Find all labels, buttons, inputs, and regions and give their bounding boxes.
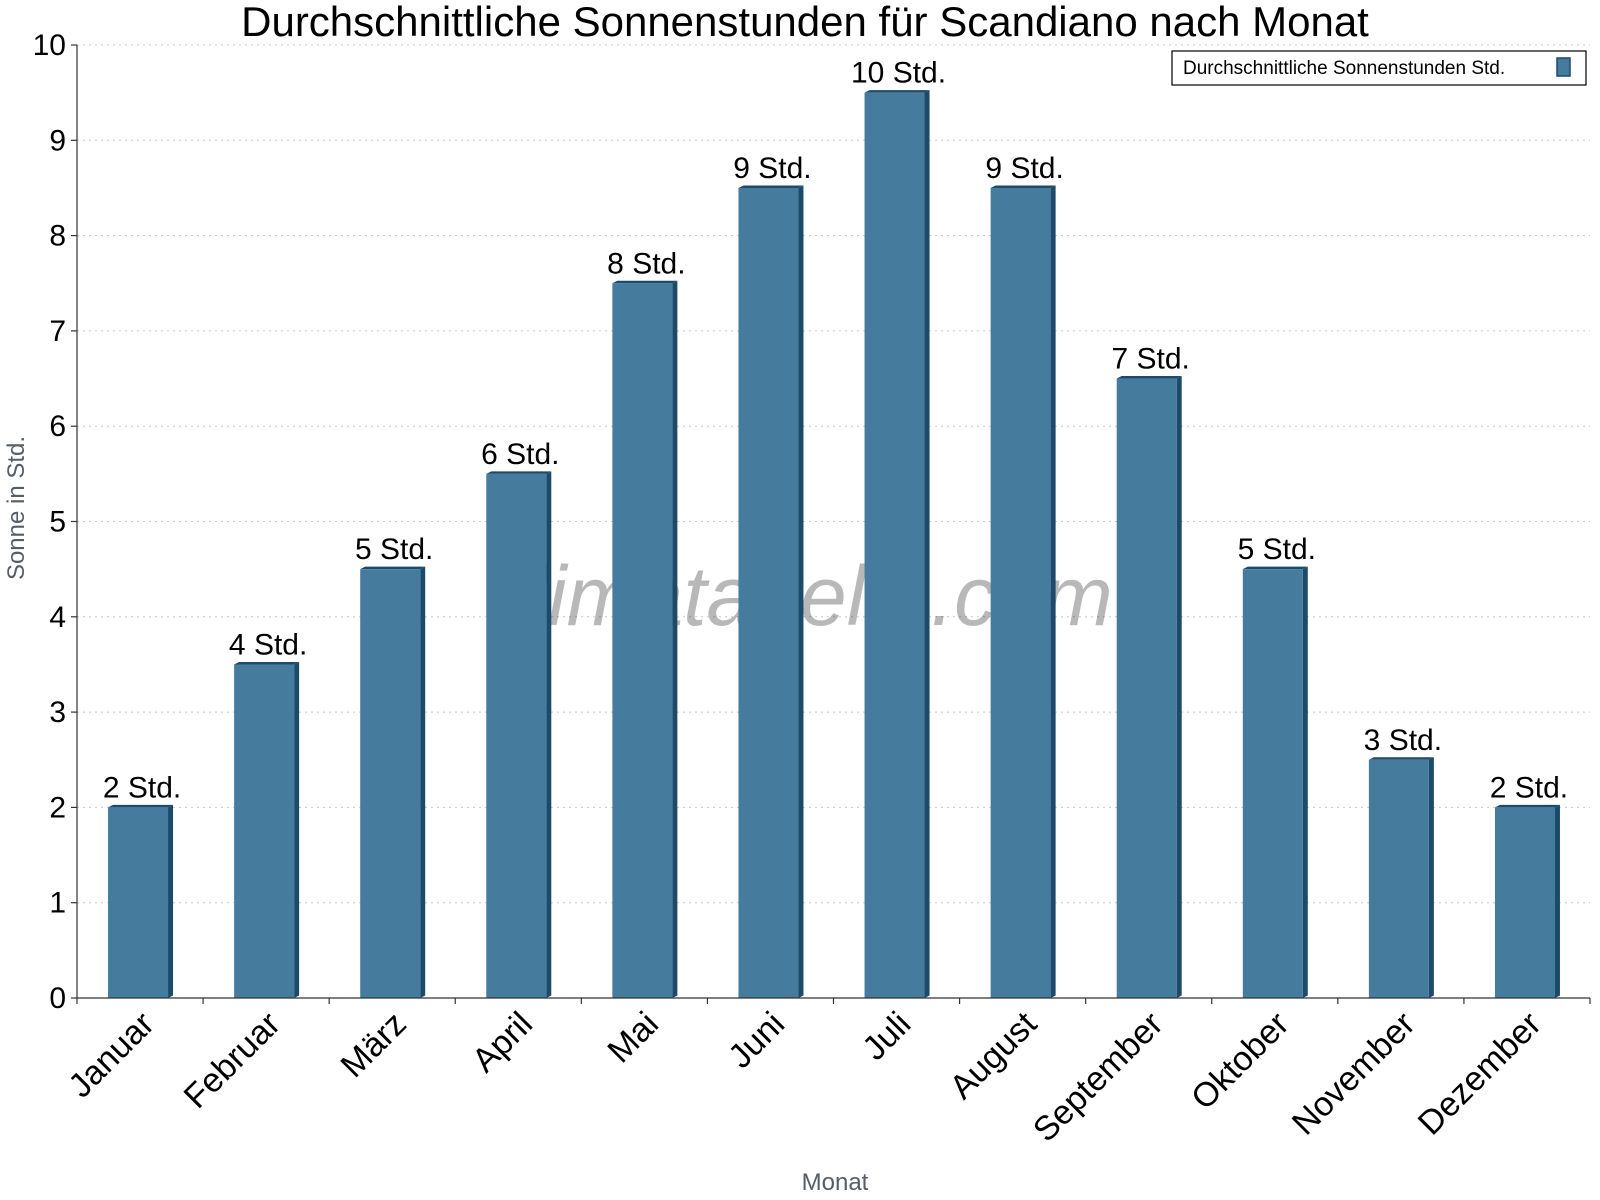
data-labels: 2 Std. 4 Std. 5 Std. 6 Std. 8 Std. 9 Std. 10 S… [103, 57, 1568, 805]
bar [1494, 804, 1560, 998]
bar [108, 804, 174, 998]
bar-side [1176, 376, 1182, 998]
x-tick-label: Oktober [1184, 1005, 1296, 1117]
bar [1242, 566, 1308, 998]
bar [486, 471, 552, 999]
bar [864, 90, 930, 998]
bar-face [864, 92, 925, 998]
legend-label: Durchschnittliche Sonnenstunden Std. [1183, 58, 1505, 79]
bar-top [738, 185, 804, 188]
y-tick-label: 2 [49, 791, 66, 824]
axes [71, 44, 1591, 1004]
y-tick-label: 10 [33, 29, 66, 62]
bar-side [420, 566, 426, 998]
bar-face [1494, 807, 1555, 998]
x-axis-title: Monat [802, 1169, 869, 1196]
y-tick-label: 0 [49, 982, 66, 1015]
bars [108, 90, 1560, 999]
bar-face [1116, 378, 1177, 998]
legend-swatch [1556, 57, 1571, 77]
bar [738, 185, 804, 998]
x-tick-label: Juli [855, 1005, 918, 1068]
y-tick-label: 8 [49, 220, 66, 253]
bar-side [1302, 566, 1308, 998]
y-axis-title: Sonne in Std. [3, 436, 30, 580]
chart-title: Durchschnittliche Sonnenstunden für Scan… [241, 0, 1369, 45]
bar-top [990, 185, 1056, 188]
x-tick-label: August [943, 1004, 1045, 1106]
x-tick-label: September [1026, 1005, 1170, 1149]
bar-top [108, 804, 174, 808]
bar-top [1116, 376, 1182, 379]
bar [1116, 376, 1182, 998]
legend-box [1171, 50, 1587, 86]
y-tick-label: 1 [49, 887, 66, 920]
legend: Durchschnittliche Sonnenstunden Std. [1171, 50, 1587, 86]
grid-lines [77, 44, 1590, 904]
data-label: 9 Std. [985, 152, 1063, 185]
y-tick-label: 6 [49, 410, 66, 443]
data-label: 8 Std. [607, 247, 685, 280]
bar-face [234, 664, 295, 998]
data-label: 6 Std. [481, 438, 559, 471]
bar-top [360, 566, 426, 570]
data-label: 5 Std. [1238, 533, 1316, 566]
bar-face [1368, 759, 1429, 998]
bar-face [108, 807, 169, 998]
bar-side [1428, 757, 1434, 998]
bar-top [1242, 566, 1308, 570]
bar-side [672, 280, 678, 998]
x-tick-label: Mai [600, 1005, 666, 1071]
bar-face [1242, 569, 1303, 998]
data-label: 3 Std. [1364, 724, 1442, 757]
x-tick-label: Dezember [1411, 1005, 1549, 1143]
bar-side [546, 471, 552, 999]
x-tick-label: Juni [721, 1005, 792, 1076]
data-label: 2 Std. [1490, 771, 1568, 804]
y-tick-label: 5 [49, 506, 66, 539]
data-label: 5 Std. [355, 533, 433, 566]
y-tick-label: 4 [49, 601, 66, 634]
bar-side [1050, 185, 1056, 998]
bar-top [1494, 804, 1560, 808]
y-tick-label: 3 [49, 696, 66, 729]
x-tick-label: April [465, 1005, 540, 1080]
bar-top [612, 280, 678, 284]
bar-side [1554, 804, 1560, 998]
bar [234, 661, 300, 998]
data-label: 9 Std. [733, 152, 811, 185]
bar-side [294, 661, 300, 998]
x-tick-label: März [334, 1005, 414, 1085]
bar-face [612, 283, 673, 998]
data-label: 7 Std. [1112, 343, 1190, 376]
data-label: 2 Std. [103, 771, 181, 804]
x-tick-labels: Januar Februar März April Mai Juni Juli AugustS… [61, 1004, 1548, 1149]
x-tick-label: Februar [177, 1005, 288, 1116]
bar [1368, 757, 1434, 998]
y-tick-label: 9 [49, 124, 66, 157]
bar-side [168, 804, 174, 998]
y-tick-labels: 0 1 2 3 4 5 6 7 8 9 10 [33, 29, 66, 1015]
bar [360, 566, 426, 998]
bar-top [864, 90, 930, 93]
x-tick-label: Januar [61, 1005, 161, 1105]
bar-top [1368, 757, 1434, 760]
bar-face [990, 187, 1051, 998]
y-tick-label: 7 [49, 315, 66, 348]
bar [612, 280, 678, 998]
data-label: 10 Std. [851, 57, 946, 90]
x-tick-label: November [1285, 1005, 1423, 1143]
bar [990, 185, 1056, 998]
bar-side [798, 185, 804, 998]
bar-face [360, 569, 421, 998]
bar-top [234, 661, 300, 665]
data-label: 4 Std. [229, 628, 307, 661]
bar-face [486, 473, 547, 999]
bar-top [486, 471, 552, 474]
bar-side [924, 90, 930, 998]
bar-face [738, 187, 799, 998]
